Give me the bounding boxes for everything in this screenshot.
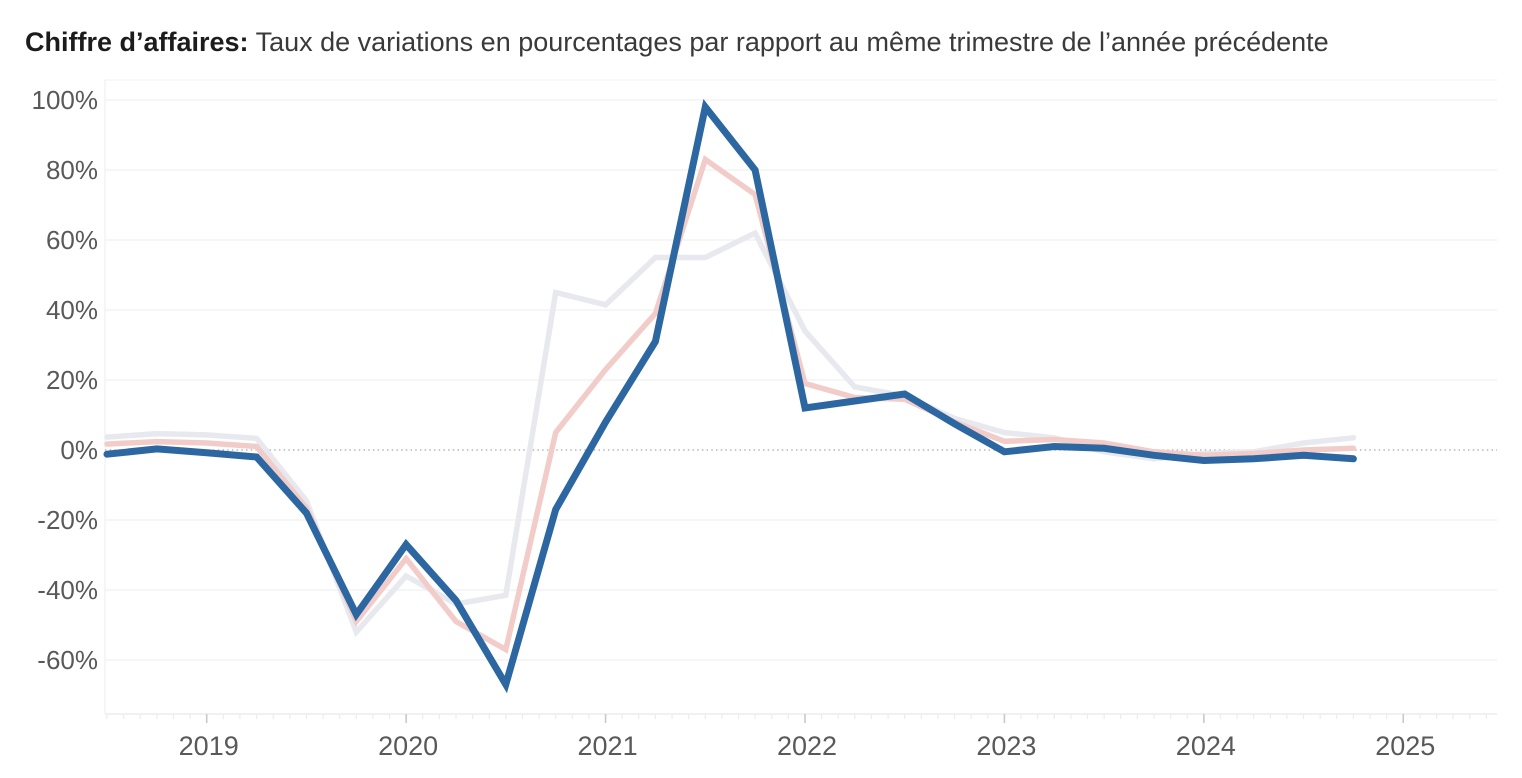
x-tick-label: 2025 [1375,731,1435,761]
y-tick-label: -60% [37,645,98,675]
y-tick-label: 80% [46,155,98,185]
x-tick-label: 2024 [1176,731,1236,761]
y-tick-label: 100% [32,85,99,115]
chart-title-text: Taux de variations en pourcentages par r… [255,27,1329,57]
chart-title-prefix: Chiffre d’affaires: [25,27,249,57]
y-tick-label: 60% [46,225,98,255]
x-tick-label: 2019 [179,731,239,761]
series-line-gris [104,229,1357,638]
x-tick-label: 2020 [378,731,438,761]
y-tick-label: 40% [46,295,98,325]
x-tick-label: 2021 [578,731,638,761]
y-tick-label: 0% [60,435,98,465]
series-line-rose [104,155,1357,654]
x-tick-label: 2022 [777,731,837,761]
y-tick-label: 20% [46,365,98,395]
series-line-bleu [103,98,1357,694]
y-tick-label: -40% [37,575,98,605]
chart-title: Chiffre d’affaires: Taux de variations e… [25,26,1329,58]
x-tick-label: 2023 [976,731,1036,761]
y-tick-label: -20% [37,505,98,535]
